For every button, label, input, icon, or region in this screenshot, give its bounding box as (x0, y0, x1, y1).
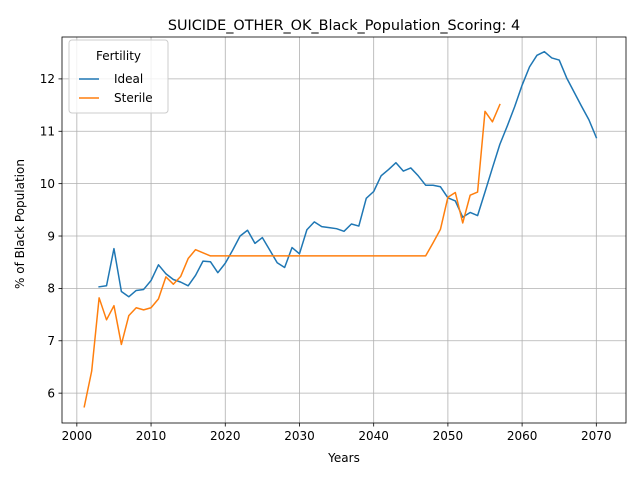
y-tick-label: 10 (40, 177, 55, 191)
x-axis-title: Years (327, 451, 360, 465)
x-tick-label: 2050 (433, 429, 464, 443)
x-tick-label: 2030 (284, 429, 315, 443)
series-line-ideal (98, 50, 598, 298)
y-axis-title: % of Black Population (13, 159, 27, 289)
x-tick-label: 2040 (358, 429, 389, 443)
y-tick-label: 9 (47, 229, 55, 243)
legend-box (68, 39, 169, 114)
series-lines (83, 50, 598, 408)
x-tick-label: 2070 (581, 429, 612, 443)
legend-label-ideal: Ideal (114, 72, 143, 86)
y-tick-label: 7 (47, 334, 55, 348)
legend: Fertility Ideal Sterile (68, 39, 169, 114)
plot-frame (61, 36, 627, 424)
series-line-sterile (83, 103, 501, 408)
x-tick-label: 2000 (62, 429, 93, 443)
y-tick-label: 12 (40, 72, 55, 86)
x-tick-label: 2020 (210, 429, 241, 443)
y-axis: 6 7 8 9 10 11 12 (40, 72, 62, 400)
y-tick-label: 8 (47, 282, 55, 296)
legend-title: Fertility (96, 49, 141, 63)
x-axis: 2000 2010 2020 2030 2040 2050 2060 2070 (62, 423, 612, 443)
y-tick-label: 6 (47, 386, 55, 400)
chart-title: SUICIDE_OTHER_OK_Black_Population_Scorin… (168, 18, 520, 34)
x-tick-label: 2060 (507, 429, 538, 443)
legend-label-sterile: Sterile (114, 91, 153, 105)
y-tick-label: 11 (40, 125, 55, 139)
grid (62, 37, 626, 423)
x-tick-label: 2010 (136, 429, 167, 443)
